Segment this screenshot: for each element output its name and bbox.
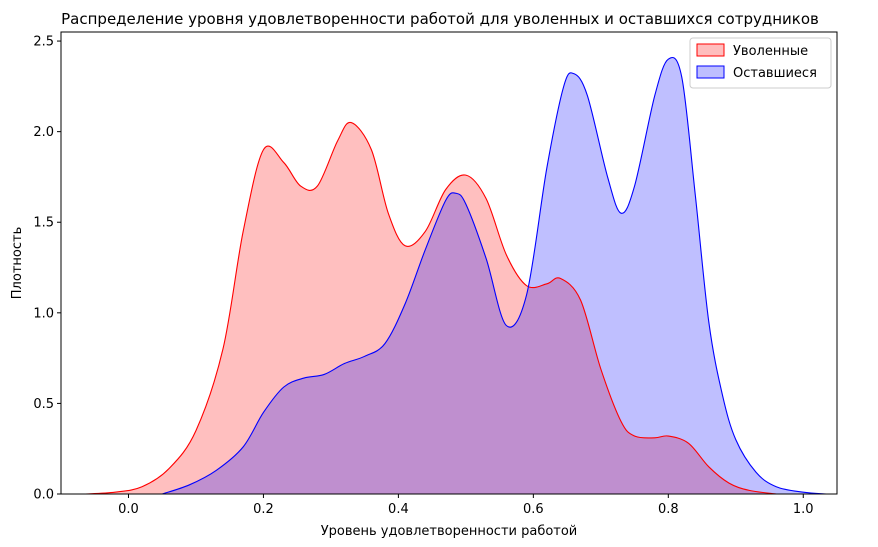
y-axis: 0.0 0.5 1.0 1.5 2.0 2.5 bbox=[33, 35, 61, 503]
legend-swatch-ostavshiesya bbox=[696, 65, 725, 79]
x-tick-label: 1.0 bbox=[793, 502, 814, 517]
y-axis-label: Плотность bbox=[10, 227, 25, 299]
x-tick-label: 0.6 bbox=[523, 502, 544, 517]
y-tick-label: 0.5 bbox=[33, 397, 54, 412]
y-tick-label: 1.0 bbox=[33, 306, 54, 321]
y-tick-label: 1.5 bbox=[33, 216, 54, 231]
y-tick-label: 0.0 bbox=[33, 488, 54, 503]
x-tick-label: 0.8 bbox=[658, 502, 679, 517]
chart-title: Распределение уровня удовлетворенности р… bbox=[61, 10, 819, 28]
y-tick-label: 2.5 bbox=[33, 35, 54, 50]
series-0-line bbox=[84, 121, 777, 495]
plot-frame bbox=[60, 31, 838, 495]
x-tick-label: 0.0 bbox=[118, 502, 139, 517]
series-1-area bbox=[162, 57, 827, 494]
legend-label-ostavshiesya: Оставшиеся bbox=[733, 66, 817, 81]
legend-label-uvolennye: Уволенные bbox=[733, 44, 808, 59]
y-tick-label: 2.0 bbox=[33, 125, 54, 140]
x-axis-label: Уровень удовлетворенности работой bbox=[321, 524, 578, 539]
legend-swatch-uvolennye bbox=[696, 43, 725, 57]
x-axis: 0.0 0.2 0.4 0.6 0.8 1.0 bbox=[118, 494, 814, 517]
series-0-area bbox=[84, 122, 777, 495]
legend: Уволенные Оставшиеся bbox=[689, 37, 832, 89]
x-tick-label: 0.2 bbox=[253, 502, 274, 517]
series-layer bbox=[84, 57, 827, 495]
series-1-line bbox=[162, 57, 827, 495]
x-tick-label: 0.4 bbox=[388, 502, 409, 517]
legend-frame bbox=[689, 37, 832, 89]
